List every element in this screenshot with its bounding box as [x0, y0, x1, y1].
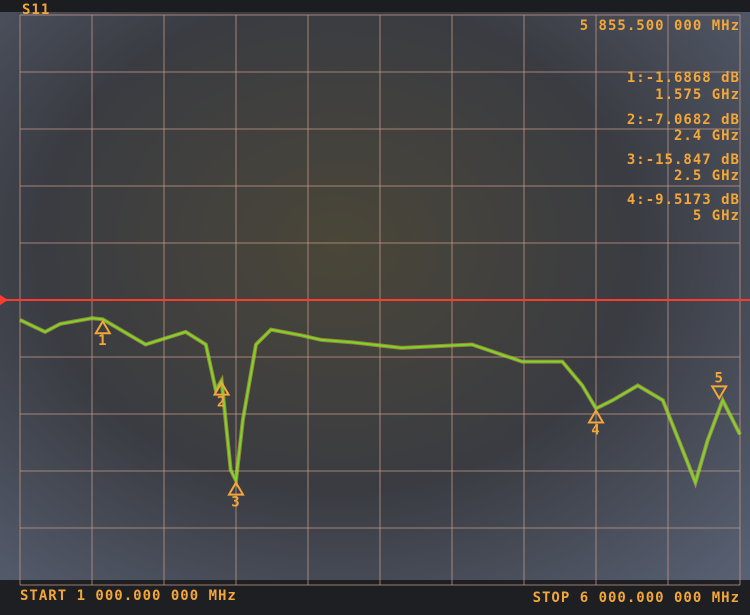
marker	[710, 385, 728, 401]
top-bar	[0, 0, 750, 12]
marker-readout: 5 GHz	[693, 208, 740, 224]
active-marker-label: 5 855.500 000 MHz	[580, 18, 740, 34]
marker	[212, 380, 231, 396]
bottom-bar	[0, 580, 750, 615]
marker-readout: 1.575 GHz	[655, 87, 740, 103]
marker-readout: 2.4 GHz	[674, 128, 740, 144]
marker	[94, 319, 112, 335]
stop-label: STOP 6 000.000 000 MHz	[533, 590, 740, 606]
marker-readout: 2:-7.0682 dB	[627, 112, 740, 128]
start-label: START 1 000.000 000 MHz	[20, 588, 237, 604]
reference-arrow	[0, 295, 8, 305]
marker	[227, 480, 245, 496]
marker-readout: 1:-1.6868 dB	[627, 70, 740, 86]
marker-readout: 2.5 GHz	[674, 168, 740, 184]
marker-label: 4	[591, 422, 600, 438]
marker-label: 1	[98, 333, 107, 349]
marker-readout: 3:-15.847 dB	[627, 152, 740, 168]
channel-label: S11	[22, 2, 50, 18]
trace	[19, 317, 741, 486]
marker-label: 5	[714, 370, 723, 386]
marker-label: 3	[231, 495, 240, 511]
marker-label: 2	[217, 395, 226, 411]
marker-readout: 4:-9.5173 dB	[627, 192, 740, 208]
marker	[587, 408, 605, 424]
